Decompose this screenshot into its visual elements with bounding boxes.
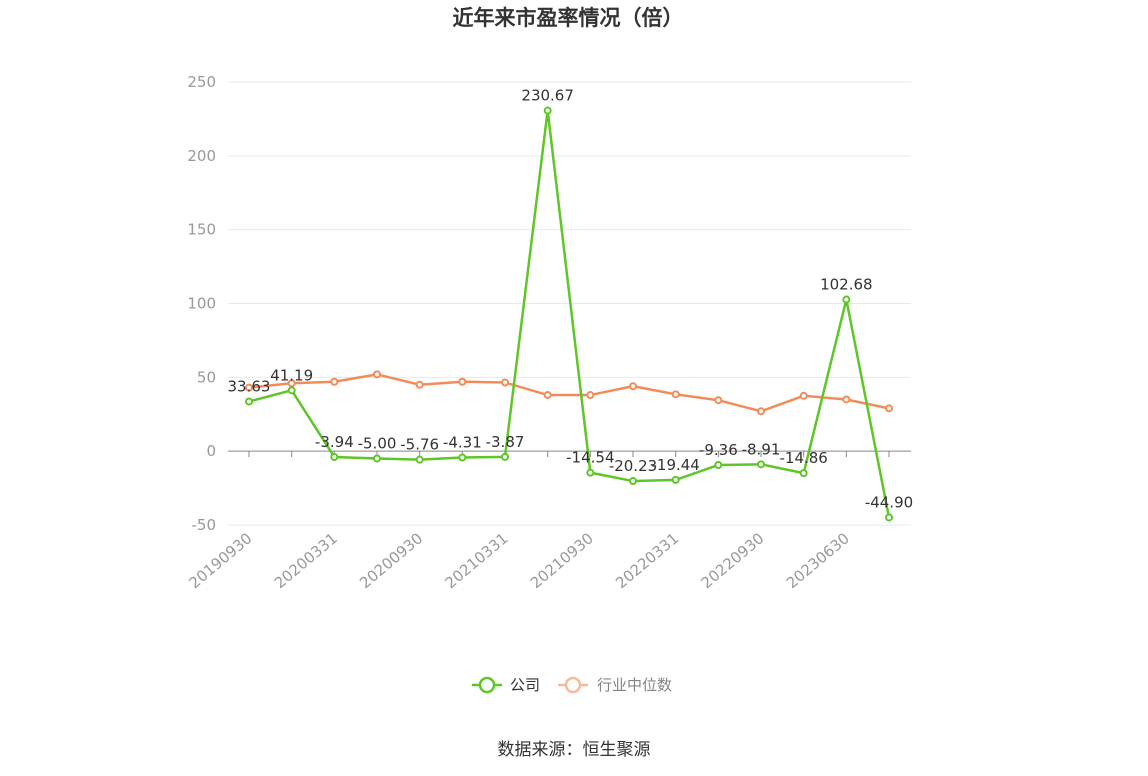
data-point[interactable]	[543, 106, 552, 115]
y-tick-label: 150	[187, 221, 216, 239]
data-label: 33.63	[228, 378, 271, 396]
x-tick-label: 20220930	[698, 529, 768, 592]
data-label: -14.86	[779, 449, 827, 467]
data-source: 数据来源：恒生聚源	[498, 740, 651, 760]
data-point[interactable]	[415, 455, 424, 464]
x-tick-label: 20190930	[186, 529, 256, 592]
data-label: -5.76	[400, 436, 439, 454]
legend-item-0[interactable]: 公司	[472, 676, 540, 694]
data-point[interactable]	[245, 397, 253, 406]
data-point[interactable]	[629, 477, 637, 486]
data-point[interactable]	[671, 390, 680, 399]
data-point[interactable]	[501, 378, 509, 387]
data-point[interactable]	[885, 404, 893, 413]
x-tick-label: 20210331	[442, 529, 512, 592]
data-label: -5.00	[358, 435, 397, 453]
chart-title: 近年来市盈率情况（倍）	[453, 6, 684, 30]
legend-label: 公司	[510, 676, 540, 694]
series-lines	[248, 110, 891, 518]
series-points	[245, 106, 893, 522]
legend-label: 行业中位数	[597, 676, 672, 694]
data-label: 230.67	[521, 87, 574, 105]
data-point[interactable]	[629, 382, 637, 391]
x-tick-label: 20220331	[612, 529, 682, 592]
data-label: -3.87	[486, 433, 525, 451]
data-label: -3.94	[315, 433, 354, 451]
legend-marker	[478, 676, 496, 694]
legend-item-1[interactable]: 行业中位数	[558, 676, 672, 694]
data-point[interactable]	[757, 407, 765, 416]
x-tick-label: 20210930	[527, 529, 597, 592]
data-label: -9.36	[699, 441, 738, 459]
data-label: 41.19	[270, 366, 313, 384]
data-point[interactable]	[799, 391, 808, 400]
data-label: -19.44	[651, 456, 699, 474]
data-point[interactable]	[415, 380, 424, 389]
data-point[interactable]	[245, 383, 253, 392]
y-tick-label: 200	[187, 147, 216, 165]
y-tick-label: 100	[187, 295, 216, 313]
y-axis: 250 200 150 100 50 0 -50	[187, 73, 216, 534]
x-tick-label: 20200930	[356, 529, 426, 592]
data-label: -14.54	[566, 449, 614, 467]
data-label: -8.91	[742, 440, 781, 458]
data-label: -4.31	[443, 434, 482, 452]
x-axis: 20190930 20200331 20200930 20210331 20210930…	[186, 451, 890, 592]
data-point[interactable]	[373, 454, 381, 463]
x-tick-label: 20200331	[271, 529, 341, 592]
data-label: -20.23	[609, 457, 657, 475]
y-tick-label: 250	[187, 73, 216, 91]
data-point[interactable]	[842, 295, 851, 304]
x-tick-label: 20230630	[783, 529, 853, 592]
data-point[interactable]	[885, 513, 893, 522]
data-point[interactable]	[714, 460, 723, 469]
series-line-1	[248, 373, 890, 413]
data-label: 102.68	[820, 276, 873, 294]
data-point[interactable]	[586, 391, 595, 400]
data-point[interactable]	[373, 370, 381, 379]
data-point[interactable]	[671, 475, 680, 484]
data-label: -44.90	[865, 493, 913, 511]
data-point[interactable]	[842, 395, 851, 404]
data-point[interactable]	[330, 377, 339, 386]
series-line-0	[248, 110, 891, 518]
y-tick-label: -50	[192, 516, 217, 534]
legend[interactable]: 公司 行业中位数	[472, 676, 672, 694]
data-point[interactable]	[586, 468, 595, 477]
data-point[interactable]	[458, 453, 467, 462]
data-point[interactable]	[543, 391, 552, 400]
data-point[interactable]	[501, 452, 509, 461]
data-point[interactable]	[458, 377, 467, 386]
data-point[interactable]	[287, 386, 296, 395]
data-point[interactable]	[799, 469, 808, 478]
legend-marker	[564, 676, 582, 694]
y-tick-label: 50	[197, 368, 216, 386]
data-point[interactable]	[330, 452, 339, 461]
data-point[interactable]	[714, 396, 723, 405]
grid-lines	[228, 81, 911, 526]
y-tick-label: 0	[206, 442, 216, 460]
data-point[interactable]	[287, 379, 296, 388]
data-point[interactable]	[757, 460, 765, 469]
